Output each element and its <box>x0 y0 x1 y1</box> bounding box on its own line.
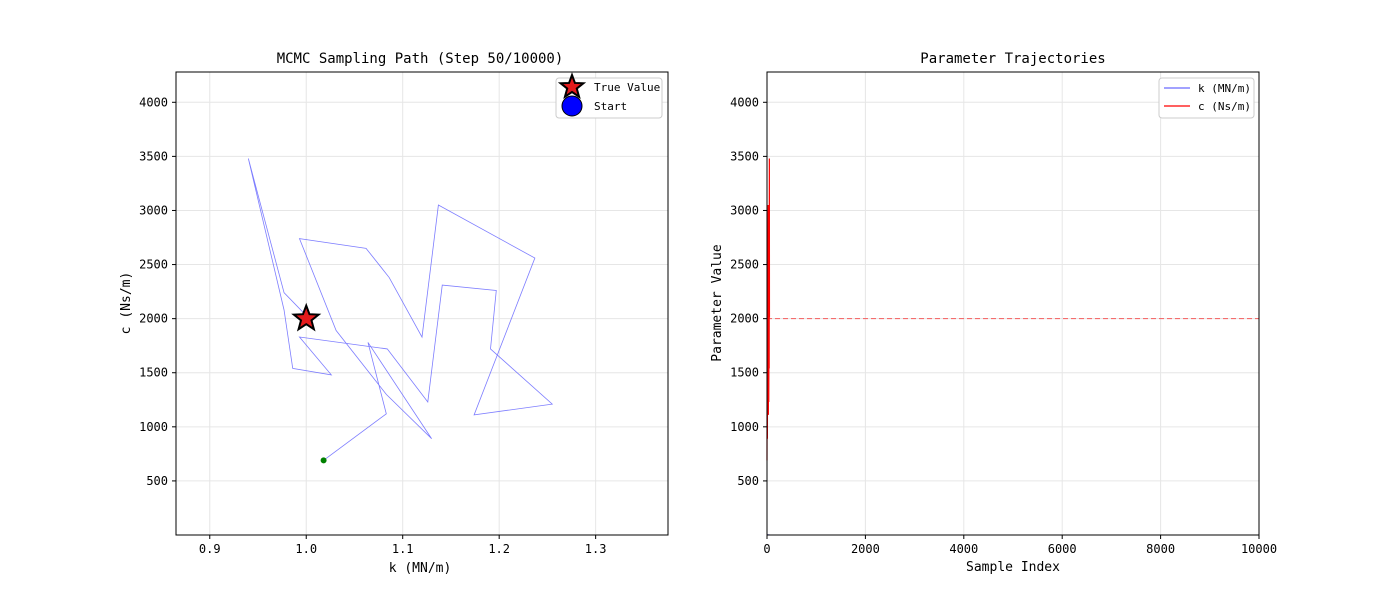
plot-area <box>176 72 668 535</box>
y-tick-label: 4000 <box>730 95 759 109</box>
x-axis-label: k (MN/m) <box>389 561 452 576</box>
tick-layer: 0 2000 4000 6000 8000 10000 500 1000 1500 2000 250… <box>730 95 1277 556</box>
legend-label-true-value: True Value <box>594 81 660 94</box>
y-tick-label: 1500 <box>139 366 168 380</box>
x-tick-label: 1.3 <box>585 542 607 556</box>
y-tick-label: 500 <box>146 474 168 488</box>
legend-label-start: Start <box>594 100 627 113</box>
y-tick-label: 500 <box>737 474 759 488</box>
plot-frame <box>766 71 1260 536</box>
chart-title: MCMC Sampling Path (Step 50/10000) <box>277 51 564 67</box>
plot-area <box>767 72 1259 535</box>
mcmc-path-panel: MCMC Sampling Path (Step 50/10000) 0.9 1.… <box>119 51 669 576</box>
x-axis-label: Sample Index <box>966 560 1060 575</box>
x-tick-label: 10000 <box>1241 542 1277 556</box>
start-point-marker <box>320 457 327 464</box>
legend: True Value Start <box>555 72 663 119</box>
legend-label-k: k (MN/m) <box>1198 82 1251 95</box>
plot-frame <box>175 71 669 536</box>
y-tick-label: 2000 <box>139 312 168 326</box>
trajectory-panel: Parameter Trajectories 0 2000 4000 6000 8000… <box>710 51 1277 575</box>
y-tick-label: 3500 <box>139 149 168 163</box>
legend-label-c: c (Ns/m) <box>1198 100 1251 113</box>
x-tick-label: 2000 <box>851 542 880 556</box>
x-tick-label: 8000 <box>1146 542 1175 556</box>
x-tick-label: 1.2 <box>488 542 510 556</box>
legend-start-marker <box>561 95 583 117</box>
x-tick-label: 6000 <box>1048 542 1077 556</box>
y-tick-label: 1000 <box>730 420 759 434</box>
x-tick-label: 0.9 <box>199 542 221 556</box>
legend: k (MN/m) c (Ns/m) <box>1158 77 1255 119</box>
y-tick-label: 4000 <box>139 95 168 109</box>
y-axis-label: Parameter Value <box>710 244 725 362</box>
y-tick-label: 1000 <box>139 420 168 434</box>
y-tick-label: 3500 <box>730 149 759 163</box>
y-tick-label: 3000 <box>139 203 168 217</box>
chart-title: Parameter Trajectories <box>920 51 1105 67</box>
data-layer <box>247 158 554 464</box>
x-tick-label: 1.0 <box>295 542 317 556</box>
y-tick-label: 1500 <box>730 366 759 380</box>
sampling-path-line <box>247 158 554 461</box>
legend-box <box>555 77 663 119</box>
legend-star-marker <box>557 72 587 100</box>
y-tick-label: 2500 <box>730 258 759 272</box>
y-axis-label: c (Ns/m) <box>119 272 134 335</box>
true-value-marker <box>291 302 322 332</box>
x-tick-label: 4000 <box>949 542 978 556</box>
y-tick-label: 2000 <box>730 312 759 326</box>
y-tick-label: 2500 <box>139 258 168 272</box>
y-tick-label: 3000 <box>730 203 759 217</box>
tick-layer: 0.9 1.0 1.1 1.2 1.3 500 1000 1500 2000 2500 3000 35… <box>139 95 606 556</box>
x-tick-label: 1.1 <box>392 542 414 556</box>
x-tick-label: 0 <box>763 542 770 556</box>
